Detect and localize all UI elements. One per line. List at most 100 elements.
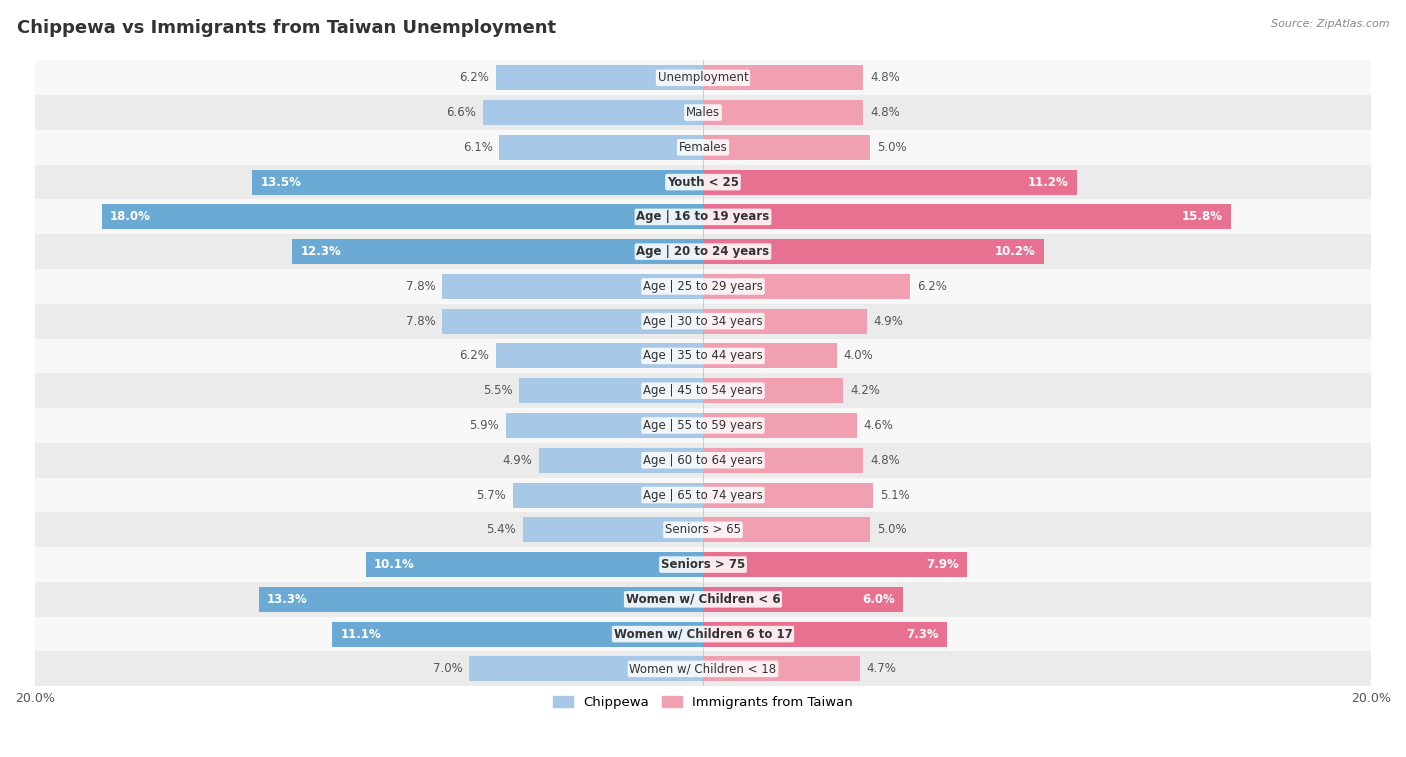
- Text: 11.1%: 11.1%: [340, 628, 381, 640]
- Bar: [470, 656, 703, 681]
- Bar: [35, 61, 1371, 95]
- Bar: [35, 130, 1371, 165]
- Text: 4.8%: 4.8%: [870, 71, 900, 84]
- Text: Age | 30 to 34 years: Age | 30 to 34 years: [643, 315, 763, 328]
- Text: 12.3%: 12.3%: [301, 245, 342, 258]
- Text: Seniors > 75: Seniors > 75: [661, 558, 745, 571]
- Text: 4.7%: 4.7%: [866, 662, 897, 675]
- Text: 6.2%: 6.2%: [917, 280, 946, 293]
- Text: Unemployment: Unemployment: [658, 71, 748, 84]
- Text: Chippewa vs Immigrants from Taiwan Unemployment: Chippewa vs Immigrants from Taiwan Unemp…: [17, 19, 555, 37]
- Text: Age | 65 to 74 years: Age | 65 to 74 years: [643, 488, 763, 502]
- Bar: [703, 447, 863, 473]
- Bar: [703, 100, 863, 125]
- Bar: [35, 165, 1371, 200]
- Bar: [35, 652, 1371, 687]
- Text: Females: Females: [679, 141, 727, 154]
- Text: 5.0%: 5.0%: [877, 141, 907, 154]
- Bar: [35, 547, 1371, 582]
- Bar: [703, 378, 844, 403]
- Bar: [252, 170, 703, 195]
- Text: 4.9%: 4.9%: [503, 453, 533, 467]
- Bar: [101, 204, 703, 229]
- Bar: [519, 378, 703, 403]
- Text: 7.9%: 7.9%: [925, 558, 959, 571]
- Text: 5.7%: 5.7%: [477, 488, 506, 502]
- Bar: [703, 552, 967, 577]
- Bar: [482, 100, 703, 125]
- Bar: [35, 512, 1371, 547]
- Text: 7.8%: 7.8%: [406, 280, 436, 293]
- Bar: [703, 482, 873, 507]
- Bar: [35, 95, 1371, 130]
- Bar: [703, 621, 946, 646]
- Bar: [703, 587, 904, 612]
- Text: Women w/ Children < 18: Women w/ Children < 18: [630, 662, 776, 675]
- Text: 6.1%: 6.1%: [463, 141, 492, 154]
- Bar: [35, 443, 1371, 478]
- Text: 4.8%: 4.8%: [870, 106, 900, 119]
- Bar: [366, 552, 703, 577]
- Bar: [35, 269, 1371, 304]
- Bar: [540, 447, 703, 473]
- Bar: [703, 309, 866, 334]
- Text: 7.3%: 7.3%: [905, 628, 938, 640]
- Bar: [703, 204, 1230, 229]
- Text: Women w/ Children 6 to 17: Women w/ Children 6 to 17: [613, 628, 793, 640]
- Text: 15.8%: 15.8%: [1181, 210, 1222, 223]
- Bar: [703, 413, 856, 438]
- Bar: [332, 621, 703, 646]
- Bar: [35, 582, 1371, 617]
- Text: Youth < 25: Youth < 25: [666, 176, 740, 188]
- Text: 6.2%: 6.2%: [460, 350, 489, 363]
- Bar: [496, 344, 703, 369]
- Bar: [35, 408, 1371, 443]
- Bar: [703, 65, 863, 90]
- Text: 6.0%: 6.0%: [862, 593, 896, 606]
- Text: 5.9%: 5.9%: [470, 419, 499, 432]
- Text: 5.4%: 5.4%: [486, 523, 516, 536]
- Bar: [35, 338, 1371, 373]
- Text: 11.2%: 11.2%: [1028, 176, 1069, 188]
- Bar: [703, 656, 860, 681]
- Text: Age | 60 to 64 years: Age | 60 to 64 years: [643, 453, 763, 467]
- Text: Source: ZipAtlas.com: Source: ZipAtlas.com: [1271, 19, 1389, 29]
- Text: Seniors > 65: Seniors > 65: [665, 523, 741, 536]
- Text: Age | 20 to 24 years: Age | 20 to 24 years: [637, 245, 769, 258]
- Text: Age | 35 to 44 years: Age | 35 to 44 years: [643, 350, 763, 363]
- Text: 4.0%: 4.0%: [844, 350, 873, 363]
- Text: Age | 55 to 59 years: Age | 55 to 59 years: [643, 419, 763, 432]
- Text: 7.0%: 7.0%: [433, 662, 463, 675]
- Text: Age | 25 to 29 years: Age | 25 to 29 years: [643, 280, 763, 293]
- Bar: [506, 413, 703, 438]
- Bar: [513, 482, 703, 507]
- Bar: [35, 234, 1371, 269]
- Text: 4.6%: 4.6%: [863, 419, 893, 432]
- Bar: [292, 239, 703, 264]
- Text: 4.2%: 4.2%: [851, 385, 880, 397]
- Text: 5.5%: 5.5%: [484, 385, 513, 397]
- Text: 4.9%: 4.9%: [873, 315, 903, 328]
- Bar: [259, 587, 703, 612]
- Text: 13.3%: 13.3%: [267, 593, 308, 606]
- Bar: [35, 200, 1371, 234]
- Text: Women w/ Children < 6: Women w/ Children < 6: [626, 593, 780, 606]
- Text: 5.1%: 5.1%: [880, 488, 910, 502]
- Text: 4.8%: 4.8%: [870, 453, 900, 467]
- Bar: [703, 344, 837, 369]
- Bar: [443, 274, 703, 299]
- Text: Age | 45 to 54 years: Age | 45 to 54 years: [643, 385, 763, 397]
- Bar: [499, 135, 703, 160]
- Text: 13.5%: 13.5%: [260, 176, 301, 188]
- Bar: [35, 304, 1371, 338]
- Bar: [35, 478, 1371, 512]
- Bar: [35, 373, 1371, 408]
- Bar: [703, 135, 870, 160]
- Bar: [443, 309, 703, 334]
- Text: 18.0%: 18.0%: [110, 210, 150, 223]
- Bar: [496, 65, 703, 90]
- Text: 10.1%: 10.1%: [374, 558, 415, 571]
- Text: 10.2%: 10.2%: [994, 245, 1035, 258]
- Legend: Chippewa, Immigrants from Taiwan: Chippewa, Immigrants from Taiwan: [547, 690, 859, 714]
- Bar: [703, 274, 910, 299]
